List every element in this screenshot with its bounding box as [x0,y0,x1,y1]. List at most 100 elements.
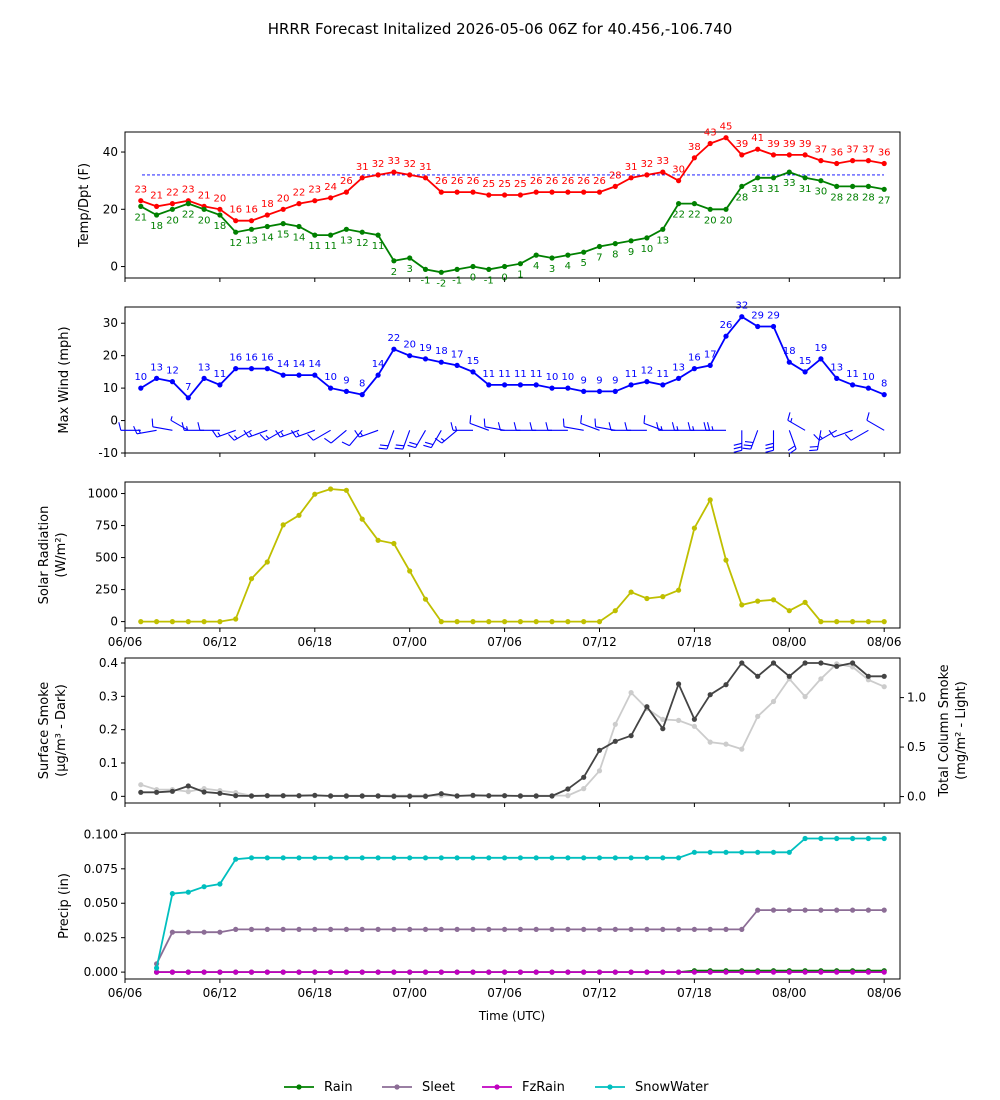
data-label: 28 [830,192,843,203]
wind-barb [290,429,315,438]
data-label: 25 [482,179,495,190]
data-point [438,619,444,625]
data-point [549,619,555,625]
data-point [422,356,429,362]
y-tick-label: 250 [95,583,118,597]
data-label: 15 [277,230,290,241]
data-point [549,793,555,799]
data-label: 25 [514,179,527,190]
data-point [343,926,349,933]
data-point [565,855,571,861]
barb-staff [833,429,853,438]
data-point [312,792,318,798]
data-point [660,716,666,723]
data-label: 31 [419,162,432,173]
data-label: 25 [498,179,511,190]
series-line [155,909,885,965]
wind-barb [211,429,236,438]
data-point [375,855,381,861]
data-label: 20 [277,193,290,204]
data-label: 23 [308,185,321,196]
data-point [755,598,761,604]
data-point [628,855,634,861]
data-point [834,663,840,669]
x-tick-label: 08/00 [772,635,807,649]
data-point [312,198,318,204]
y-tick-label: 30 [103,316,118,330]
data-point [201,929,207,935]
data-label: 32 [735,301,748,312]
data-label: 18 [150,221,163,232]
data-point [138,789,144,795]
data-label: 26 [340,176,353,187]
data-point [328,195,334,201]
barb-feather [181,422,185,431]
data-point [818,660,824,666]
data-point [802,907,808,913]
data-label: 36 [830,147,843,158]
data-point [818,907,824,913]
data-point [676,969,682,975]
y-tick-label: 0.025 [84,931,118,945]
data-label: 18 [261,199,274,210]
data-label: 20 [704,215,717,226]
wind-barb [594,418,616,431]
data-label: 20 [403,340,416,351]
data-point [581,388,587,394]
y-tick-label: 0 [110,789,118,803]
y-axis-label: Surface Smoke (μg/m³ - Dark) [37,682,69,780]
data-point [786,608,792,614]
data-point [502,926,508,933]
data-point [691,926,698,933]
wind-barb [787,430,797,455]
data-point [470,619,476,625]
data-label: 16 [245,205,258,216]
data-label: 18 [435,346,448,357]
data-point [676,201,682,207]
barb-feather [424,441,434,446]
data-point [850,835,856,842]
data-point [707,739,713,745]
data-point [881,835,887,842]
data-point [343,487,349,493]
data-point [723,135,729,141]
data-point [818,835,824,842]
data-point [169,379,175,385]
data-label: 32 [641,159,654,170]
data-point [343,226,349,232]
data-label: 13 [340,235,353,246]
wind-barb [378,430,395,450]
data-point [517,926,524,933]
data-point [850,969,856,975]
data-label: 39 [799,139,812,150]
data-point [818,676,824,682]
wind-barb [529,422,552,431]
legend-marker [296,1084,302,1090]
data-point [438,969,444,975]
wind-barb [513,422,537,431]
data-point [296,512,302,518]
barb-feather [809,445,819,448]
barb-staff [563,426,584,431]
barb-half-feather [217,432,221,437]
barb-feather [844,434,852,441]
y-tick-label: 20 [103,202,118,216]
data-label: 10 [546,372,559,383]
data-point [296,223,302,230]
data-point [422,266,429,272]
barb-feather [307,434,314,441]
wind-barb [170,416,189,431]
y2-tick-label: 0.5 [907,740,926,754]
data-label: 11 [530,369,543,380]
data-point [533,793,539,799]
barb-feather [513,422,517,431]
data-point [185,395,191,401]
data-point [264,793,270,799]
data-label: 14 [293,232,306,243]
data-point [407,255,413,261]
wind-barb [733,430,743,453]
y-tick-label: 500 [95,551,118,565]
wind-barb [742,430,759,450]
data-point [770,907,777,913]
data-point [422,793,429,799]
